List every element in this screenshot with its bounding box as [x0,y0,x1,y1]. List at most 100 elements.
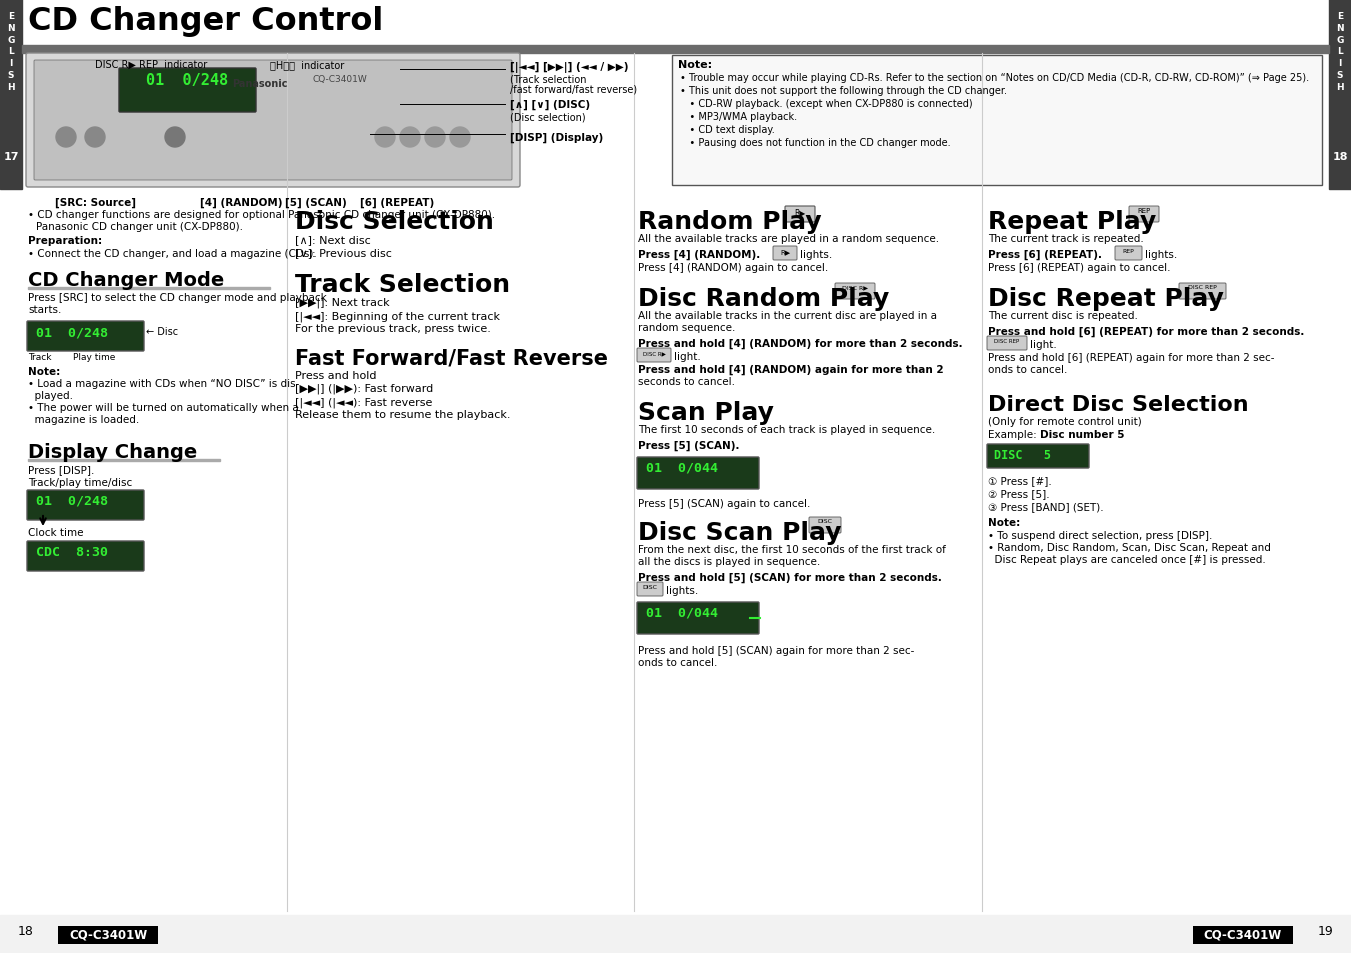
Text: DISC: DISC [817,518,832,523]
Text: Disc Repeat Play: Disc Repeat Play [988,287,1224,311]
Text: • To suspend direct selection, press [DISP].: • To suspend direct selection, press [DI… [988,531,1212,540]
Text: ← Disc: ← Disc [146,327,178,336]
Text: REP: REP [1123,249,1133,253]
Text: • The power will be turned on automatically when a: • The power will be turned on automatica… [28,402,299,413]
Circle shape [376,128,394,148]
Text: 18: 18 [18,924,34,937]
FancyBboxPatch shape [1179,284,1225,299]
Text: • CD-RW playback. (except when CX-DP880 is connected): • CD-RW playback. (except when CX-DP880 … [680,99,973,109]
Text: light.: light. [674,352,701,361]
Text: The first 10 seconds of each track is played in sequence.: The first 10 seconds of each track is pl… [638,424,935,435]
Text: DISC: DISC [643,584,658,589]
Text: Press and hold [6] (REPEAT) again for more than 2 sec-: Press and hold [6] (REPEAT) again for mo… [988,353,1274,363]
Text: • MP3/WMA playback.: • MP3/WMA playback. [680,112,797,122]
Polygon shape [22,46,1329,54]
Text: • Load a magazine with CDs when “NO DISC” is dis-: • Load a magazine with CDs when “NO DISC… [28,378,300,389]
Text: Direct Disc Selection: Direct Disc Selection [988,395,1248,415]
Text: Example:: Example: [988,430,1036,439]
Text: Press and hold [5] (SCAN) for more than 2 seconds.: Press and hold [5] (SCAN) for more than … [638,573,942,582]
Text: Preparation:: Preparation: [28,235,103,246]
FancyBboxPatch shape [988,444,1089,469]
Text: 01  0/044: 01 0/044 [646,606,717,619]
Text: DISC REP: DISC REP [994,338,1020,344]
Text: E
N
G
L
I
S
H: E N G L I S H [7,12,15,91]
Text: DISC R▶: DISC R▶ [842,285,867,290]
Text: [|◄◄] (|◄◄): Fast reverse: [|◄◄] (|◄◄): Fast reverse [295,396,432,407]
Text: magazine is loaded.: magazine is loaded. [28,415,139,424]
Circle shape [165,128,185,148]
Text: DISC   5: DISC 5 [994,449,1051,461]
FancyBboxPatch shape [988,336,1027,351]
Text: [4] (RANDOM): [4] (RANDOM) [200,198,282,208]
Text: E
N
G
L
I
S
H: E N G L I S H [1336,12,1344,91]
Text: CQ-C3401W: CQ-C3401W [1204,928,1282,941]
Text: [∧]: Next disc: [∧]: Next disc [295,234,370,245]
Text: lights.: lights. [1146,250,1177,260]
Text: [∧] [∨] (DISC): [∧] [∨] (DISC) [509,100,590,111]
Text: From the next disc, the first 10 seconds of the first track of: From the next disc, the first 10 seconds… [638,544,946,555]
Text: Track Selection: Track Selection [295,273,511,296]
Text: Disc Scan Play: Disc Scan Play [638,520,842,544]
Text: For the previous track, press twice.: For the previous track, press twice. [295,324,490,334]
FancyBboxPatch shape [1129,207,1159,223]
Text: Play time: Play time [73,353,115,361]
Circle shape [426,128,444,148]
Text: seconds to cancel.: seconds to cancel. [638,376,735,387]
FancyBboxPatch shape [638,457,759,490]
Text: All the available tracks are played in a random sequence.: All the available tracks are played in a… [638,233,939,244]
FancyBboxPatch shape [34,61,512,181]
Text: Release them to resume the playback.: Release them to resume the playback. [295,410,511,419]
Text: Note:: Note: [28,367,61,376]
Text: • Connect the CD changer, and load a magazine (CDs).: • Connect the CD changer, and load a mag… [28,249,316,258]
Text: • CD changer functions are designed for optional Panasonic CD changer unit (CX-D: • CD changer functions are designed for … [28,210,494,220]
FancyBboxPatch shape [638,582,663,597]
Text: R▶: R▶ [780,249,790,254]
Text: • Trouble may occur while playing CD-Rs. Refer to the section on “Notes on CD/CD: • Trouble may occur while playing CD-Rs.… [680,73,1309,83]
Text: [6] (REPEAT): [6] (REPEAT) [359,198,434,208]
FancyBboxPatch shape [1115,247,1142,261]
Text: Press [6] (REPEAT).: Press [6] (REPEAT). [988,250,1102,260]
FancyBboxPatch shape [27,541,145,572]
Text: [SRC: Source]: [SRC: Source] [55,198,136,208]
Text: • This unit does not support the following through the CD changer.: • This unit does not support the followi… [680,86,1006,96]
Text: Random Play: Random Play [638,210,821,233]
Text: Press [4] (RANDOM) again to cancel.: Press [4] (RANDOM) again to cancel. [638,263,828,273]
FancyBboxPatch shape [58,926,158,944]
Circle shape [85,128,105,148]
Text: onds to cancel.: onds to cancel. [638,658,717,667]
Text: CD Changer Mode: CD Changer Mode [28,271,224,290]
FancyBboxPatch shape [785,207,815,223]
Text: • Pausing does not function in the CD changer mode.: • Pausing does not function in the CD ch… [680,138,951,148]
Text: 17: 17 [3,152,19,162]
Text: Disc number 5: Disc number 5 [1040,430,1124,439]
Text: (Only for remote control unit): (Only for remote control unit) [988,416,1142,427]
Polygon shape [28,459,220,461]
Text: CQ-C3401W: CQ-C3401W [69,928,147,941]
Text: 01  0/248: 01 0/248 [146,73,228,88]
Text: Display Change: Display Change [28,442,197,461]
Text: Scan Play: Scan Play [638,400,774,424]
Text: Press [4] (RANDOM).: Press [4] (RANDOM). [638,250,761,260]
Text: 19: 19 [1317,924,1333,937]
Text: [▶▶|]: Next track: [▶▶|]: Next track [295,297,389,308]
Text: Note:: Note: [988,517,1020,527]
Text: Track: Track [28,353,51,361]
Text: ⒸHⓘⓔ  indicator: ⒸHⓘⓔ indicator [270,60,345,70]
Text: DISC REP: DISC REP [1188,285,1216,290]
Text: All the available tracks in the current disc are played in a: All the available tracks in the current … [638,311,938,320]
Text: Repeat Play: Repeat Play [988,210,1156,233]
Text: Press [DISP].: Press [DISP]. [28,464,95,475]
Circle shape [400,128,420,148]
Text: 01  0/248: 01 0/248 [36,326,108,338]
Text: Disc Repeat plays are canceled once [#] is pressed.: Disc Repeat plays are canceled once [#] … [988,555,1266,564]
Text: lights.: lights. [800,250,832,260]
Text: Disc Selection: Disc Selection [295,210,494,233]
Circle shape [55,128,76,148]
Text: Press [5] (SCAN).: Press [5] (SCAN). [638,440,739,451]
Text: CD Changer Control: CD Changer Control [28,6,384,37]
Polygon shape [0,0,22,190]
FancyBboxPatch shape [119,69,255,112]
Text: The current disc is repeated.: The current disc is repeated. [988,311,1138,320]
Text: played.: played. [28,391,73,400]
Text: [▶▶|] (|▶▶): Fast forward: [▶▶|] (|▶▶): Fast forward [295,384,434,395]
